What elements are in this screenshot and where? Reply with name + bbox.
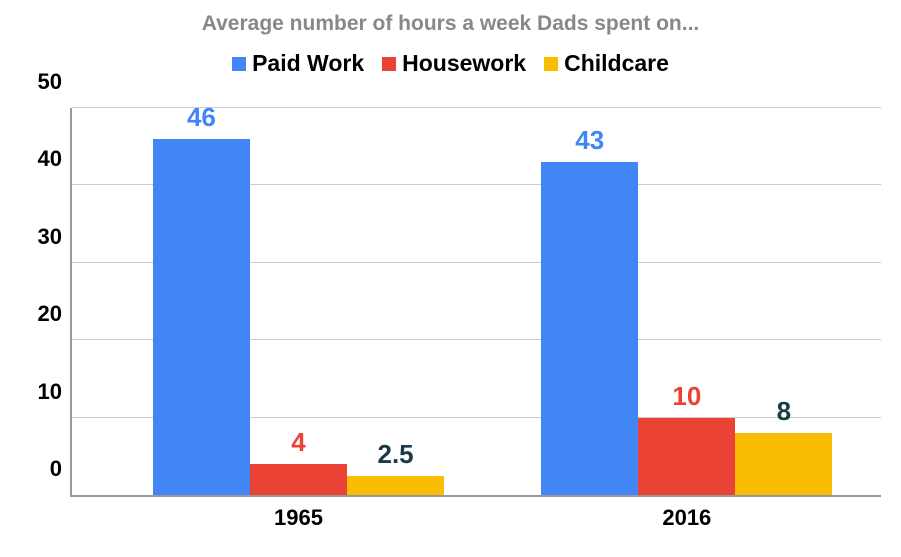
bar: 2.5 <box>347 476 444 495</box>
y-tick-label: 20 <box>38 301 62 327</box>
legend-label: Housework <box>402 50 526 77</box>
bar: 46 <box>153 139 250 495</box>
y-tick-label: 50 <box>38 69 62 95</box>
x-tick-label: 1965 <box>274 505 323 531</box>
chart-container: Average number of hours a week Dads spen… <box>0 0 901 557</box>
y-tick-label: 0 <box>50 456 62 482</box>
bar-value-label: 10 <box>672 381 701 412</box>
legend-swatch <box>232 57 246 71</box>
bar-value-label: 2.5 <box>378 439 414 470</box>
legend-swatch <box>544 57 558 71</box>
bar: 4 <box>250 464 347 495</box>
bar-value-label: 43 <box>575 125 604 156</box>
bar: 43 <box>541 162 638 495</box>
plot-area: 0102030405019654642.5201643108 <box>70 108 881 497</box>
y-tick-label: 30 <box>38 224 62 250</box>
bar-value-label: 4 <box>291 427 305 458</box>
legend-item: Paid Work <box>232 50 364 77</box>
x-tick-label: 2016 <box>662 505 711 531</box>
y-tick-label: 10 <box>38 379 62 405</box>
legend-label: Childcare <box>564 50 669 77</box>
legend-item: Childcare <box>544 50 669 77</box>
legend-label: Paid Work <box>252 50 364 77</box>
y-tick-label: 40 <box>38 146 62 172</box>
legend: Paid Work Housework Childcare <box>0 50 901 77</box>
bar: 10 <box>638 418 735 495</box>
legend-swatch <box>382 57 396 71</box>
chart-title: Average number of hours a week Dads spen… <box>0 12 901 36</box>
legend-item: Housework <box>382 50 526 77</box>
bar: 8 <box>735 433 832 495</box>
bar-value-label: 46 <box>187 102 216 133</box>
bar-value-label: 8 <box>777 396 791 427</box>
